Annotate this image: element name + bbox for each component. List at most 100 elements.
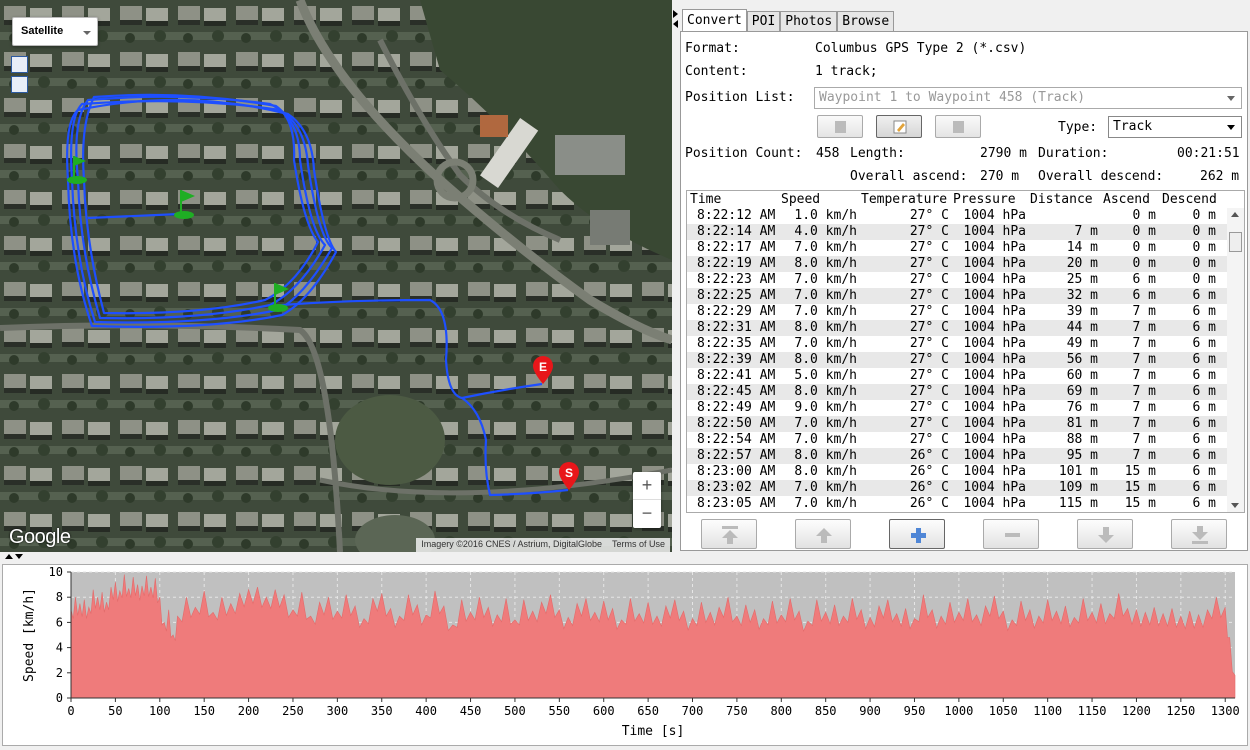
col-distance[interactable]: Distance	[1030, 192, 1093, 207]
arrow-to-top-icon	[722, 526, 738, 544]
table-row[interactable]: 8:22:41 AM 5.0 km/h 27° C 1004 hPa 60 m 7 m 6 …	[687, 368, 1227, 384]
cell-speed: 5.0 km/h	[794, 368, 857, 383]
collapse-left-icon[interactable]	[673, 10, 678, 18]
speed-chart[interactable]: 0 2 4 6 8 10 0 50 100 150 200 250 300 350 400 450 500 550…	[2, 564, 1248, 746]
move-down-button[interactable]	[1077, 519, 1133, 549]
position-list-select[interactable]: Waypoint 1 to Waypoint 458 (Track)	[814, 87, 1242, 109]
table-row[interactable]: 8:22:35 AM 7.0 km/h 27° C 1004 hPa 49 m 7 m 6 …	[687, 336, 1227, 352]
cell-speed: 8.0 km/h	[794, 464, 857, 479]
cell-distance: 44 m	[1066, 320, 1098, 335]
collapse-down-icon[interactable]	[15, 554, 23, 559]
delete-track-button[interactable]	[817, 115, 863, 138]
y-tick-label: 8	[56, 590, 63, 604]
horizontal-splitter[interactable]	[0, 552, 1250, 564]
table-row[interactable]: 8:22:57 AM 8.0 km/h 26° C 1004 hPa 95 m 7 m 6 …	[687, 448, 1227, 464]
table-row[interactable]: 8:22:19 AM 8.0 km/h 27° C 1004 hPa 20 m 0 m 0 …	[687, 256, 1227, 272]
positions-table[interactable]: Time Speed Temperature Pressure Distance…	[686, 190, 1245, 513]
table-scrollbar[interactable]	[1227, 208, 1244, 512]
add-point-button[interactable]	[889, 519, 945, 549]
cell-distance: 39 m	[1066, 304, 1098, 319]
y-axis-label: Speed [km/h]	[22, 588, 37, 682]
table-row[interactable]: 8:22:29 AM 7.0 km/h 27° C 1004 hPa 39 m 7 m 6 …	[687, 304, 1227, 320]
map-view[interactable]: E S Satellite + − Google Imagery ©2016 C…	[0, 0, 672, 552]
edit-track-button[interactable]	[876, 115, 922, 138]
length-value: 2790 m	[980, 146, 1027, 161]
table-row[interactable]: 8:22:31 AM 8.0 km/h 27° C 1004 hPa 44 m 7 m 6 …	[687, 320, 1227, 336]
table-row[interactable]: 8:23:02 AM 7.0 km/h 26° C 1004 hPa 109 m 15 m…	[687, 480, 1227, 496]
col-ascend[interactable]: Ascend	[1103, 192, 1150, 207]
vertical-splitter[interactable]	[672, 0, 680, 552]
scroll-down-icon[interactable]	[1231, 503, 1239, 508]
tab-browse[interactable]: Browse	[837, 11, 895, 32]
move-to-bottom-button[interactable]	[1171, 519, 1227, 549]
table-row[interactable]: 8:22:23 AM 7.0 km/h 27° C 1004 hPa 25 m 6 m 0 …	[687, 272, 1227, 288]
col-pressure[interactable]: Pressure	[953, 192, 1016, 207]
start-marker: S	[559, 462, 579, 490]
table-row[interactable]: 8:22:50 AM 7.0 km/h 27° C 1004 hPa 81 m 7 m 6 …	[687, 416, 1227, 432]
duration-label: Duration:	[1038, 146, 1109, 161]
table-row[interactable]: 8:22:17 AM 7.0 km/h 27° C 1004 hPa 14 m 0 m 0 …	[687, 240, 1227, 256]
cell-distance: 25 m	[1066, 272, 1098, 287]
y-tick-label: 6	[56, 615, 63, 629]
collapse-up-icon[interactable]	[5, 554, 13, 559]
type-select[interactable]: Track	[1108, 116, 1242, 138]
convert-tab-content: Format: Columbus GPS Type 2 (*.csv) Cont…	[680, 31, 1248, 551]
move-up-button[interactable]	[795, 519, 851, 549]
table-row[interactable]: 8:22:54 AM 7.0 km/h 27° C 1004 hPa 88 m 7 m 6 …	[687, 432, 1227, 448]
cell-descend: 0 m	[1192, 224, 1216, 239]
table-row[interactable]: 8:22:14 AM 4.0 km/h 27° C 1004 hPa 7 m 0 m 0 m	[687, 224, 1227, 240]
format-value: Columbus GPS Type 2 (*.csv)	[815, 41, 1027, 56]
scroll-up-icon[interactable]	[1231, 212, 1239, 217]
x-tick-label: 100	[149, 704, 171, 718]
cell-time: 8:22:50 AM	[697, 416, 776, 431]
col-descend[interactable]: Descend	[1162, 192, 1217, 207]
zoom-to-fit-icon[interactable]	[11, 56, 28, 73]
cell-speed: 9.0 km/h	[794, 400, 857, 415]
position-list-value: Waypoint 1 to Waypoint 458 (Track)	[819, 90, 1086, 105]
x-tick-label: 550	[548, 704, 570, 718]
zoom-out-button[interactable]: −	[641, 503, 653, 523]
x-tick-label: 500	[504, 704, 526, 718]
tab-convert[interactable]: Convert	[682, 9, 747, 32]
col-speed[interactable]: Speed	[781, 192, 821, 207]
col-temperature[interactable]: Temperature	[861, 192, 948, 207]
zoom-in-button[interactable]: +	[633, 472, 661, 500]
cell-speed: 7.0 km/h	[794, 480, 857, 495]
cell-descend: 6 m	[1192, 432, 1216, 447]
cell-descend: 6 m	[1192, 336, 1216, 351]
gps-track-overlay: E S	[66, 93, 579, 497]
col-time[interactable]: Time	[690, 192, 722, 207]
table-row[interactable]: 8:23:00 AM 8.0 km/h 26° C 1004 hPa 101 m 15 m…	[687, 464, 1227, 480]
remove-point-button[interactable]	[983, 519, 1039, 549]
duration-value: 00:21:51	[1177, 146, 1240, 161]
tab-bar: Convert POI Photos Browse	[682, 9, 895, 32]
collapse-right-icon[interactable]	[673, 20, 678, 28]
cell-time: 8:22:49 AM	[697, 400, 776, 415]
table-row[interactable]: 8:23:05 AM 7.0 km/h 26° C 1004 hPa 115 m 15 m…	[687, 496, 1227, 512]
end-marker-label: E	[539, 360, 547, 374]
scroll-thumb[interactable]	[1229, 232, 1242, 252]
tab-poi[interactable]: POI	[746, 11, 781, 32]
track-tail-2	[461, 397, 569, 497]
table-row[interactable]: 8:22:25 AM 7.0 km/h 27° C 1004 hPa 32 m 6 m 6 …	[687, 288, 1227, 304]
position-count-label: Position Count:	[685, 146, 803, 161]
table-row[interactable]: 8:22:12 AM 1.0 km/h 27° C 1004 hPa 0 m 0 m	[687, 208, 1227, 224]
zoom-to-selection-icon[interactable]	[11, 76, 28, 93]
table-row[interactable]: 8:22:39 AM 8.0 km/h 27° C 1004 hPa 56 m 7 m 6 …	[687, 352, 1227, 368]
cell-pressure: 1004 hPa	[963, 320, 1026, 335]
move-to-top-button[interactable]	[701, 519, 757, 549]
map-type-dropdown[interactable]: Satellite	[12, 17, 98, 46]
terms-of-use-link[interactable]: Terms of Use	[606, 538, 670, 552]
table-row[interactable]: 8:22:49 AM 9.0 km/h 27° C 1004 hPa 76 m 7 m 6 …	[687, 400, 1227, 416]
x-tick-label: 850	[815, 704, 837, 718]
table-row[interactable]: 8:22:45 AM 8.0 km/h 27° C 1004 hPa 69 m 7 m 6 …	[687, 384, 1227, 400]
tab-photos[interactable]: Photos	[780, 11, 838, 32]
cell-ascend: 7 m	[1132, 336, 1156, 351]
cell-time: 8:22:41 AM	[697, 368, 776, 383]
cell-distance: 115 m	[1058, 496, 1098, 511]
clear-track-button[interactable]	[935, 115, 981, 138]
cell-descend: 6 m	[1192, 496, 1216, 511]
cell-temperature: 27° C	[909, 352, 949, 367]
overall-descend-label: Overall descend:	[1038, 169, 1164, 184]
cell-speed: 7.0 km/h	[794, 304, 857, 319]
